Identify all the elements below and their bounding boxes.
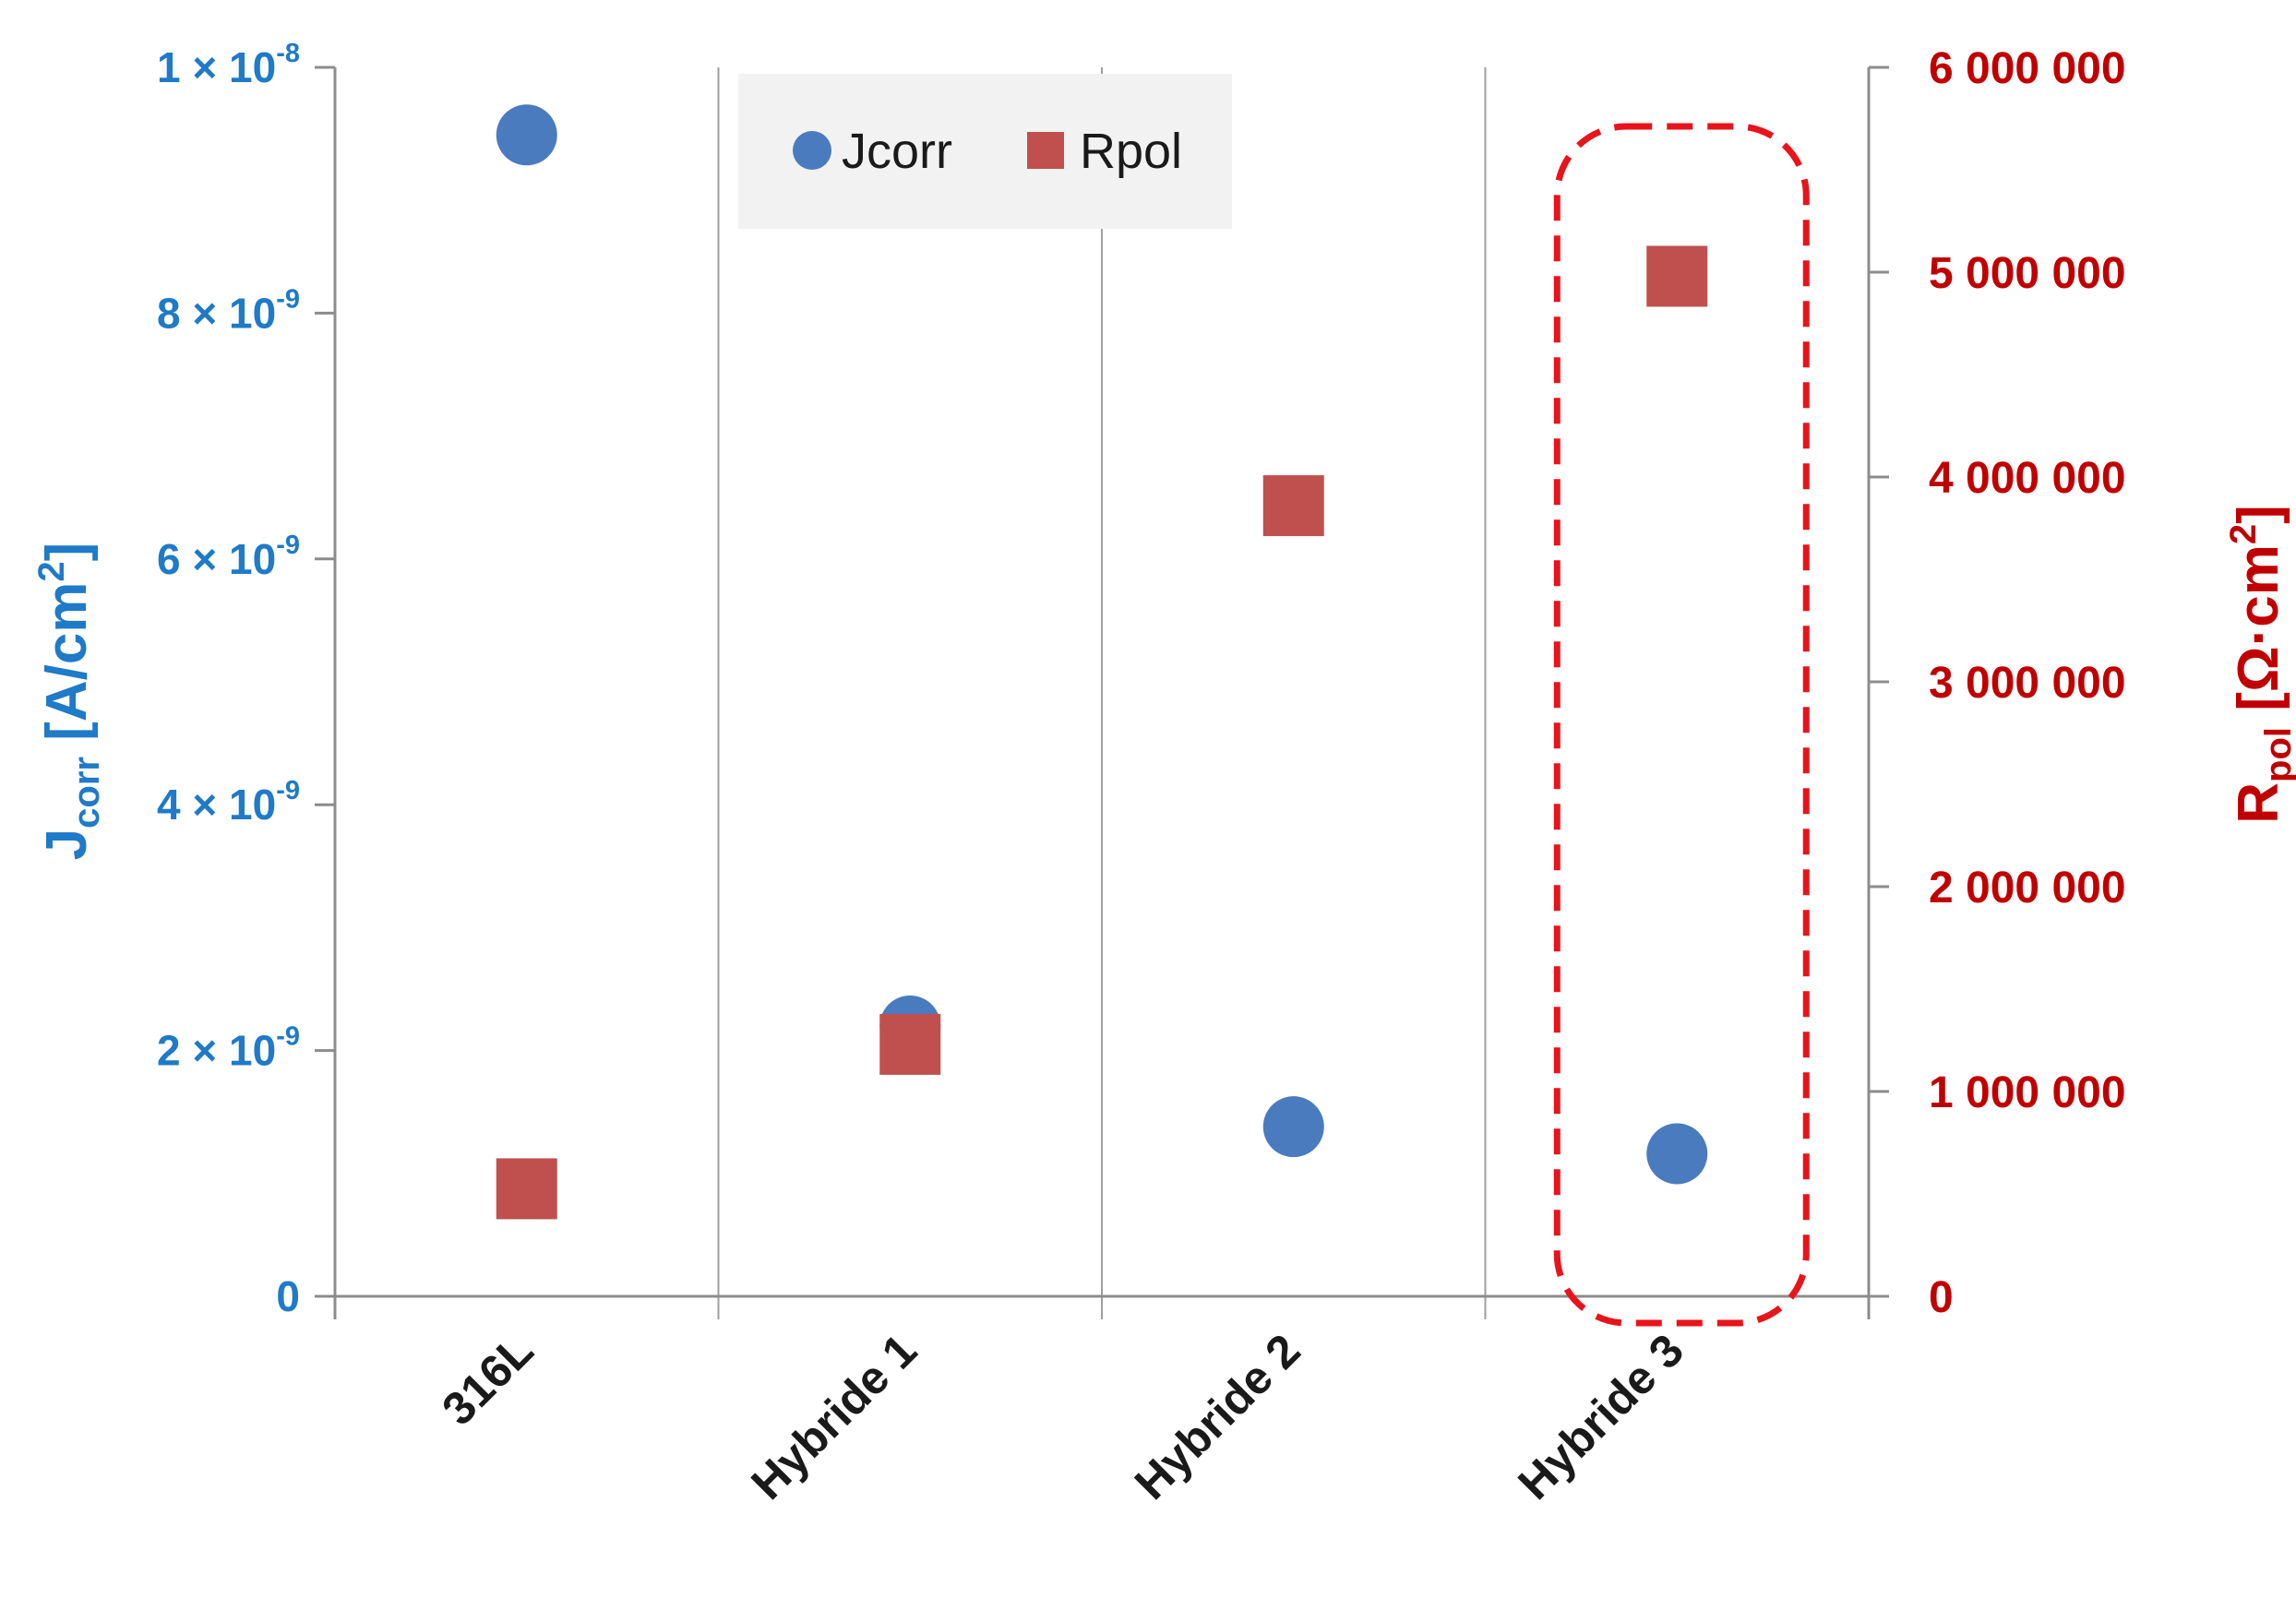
y-right-tick-label: 3 000 000 <box>1929 659 2126 708</box>
grid-layer <box>717 67 1487 1319</box>
highlight-box <box>1553 123 1810 1327</box>
category-label: Hybride 1 <box>741 1324 927 1509</box>
jcorr-point <box>496 104 557 166</box>
rpol-point <box>1262 475 1324 537</box>
y-right-tick-label: 6 000 000 <box>1929 44 2126 93</box>
y-left-tick-label: 2 × 10-9 <box>157 1022 300 1075</box>
labels-layer: 0 2 × 10-9 4 × 10-9 6 × 10-9 8 × 10-9 1 × 10-… <box>157 39 2126 1509</box>
y-right-axis-title: Rpol [Ω·cm2] <box>2223 505 2296 824</box>
category-label: Hybride 3 <box>1508 1324 1693 1509</box>
axes-layer <box>315 66 1889 1319</box>
y-left-tick-label: 6 × 10-9 <box>157 531 300 583</box>
y-right-tick-label: 0 <box>1929 1273 1954 1322</box>
rpol-point <box>1646 245 1708 307</box>
category-label: 316L <box>432 1324 543 1435</box>
rpol-point <box>879 1013 941 1075</box>
y-left-axis-title: Jcorr [A/cm2] <box>31 543 107 861</box>
y-right-tick-label: 2 000 000 <box>1929 864 2126 912</box>
legend: Jcorr Rpol <box>738 74 1232 229</box>
legend-rpol-marker <box>1027 132 1064 169</box>
highlight-layer <box>1553 123 1810 1327</box>
y-left-tick-label: 8 × 10-9 <box>157 284 300 337</box>
rpol-point <box>496 1158 557 1220</box>
jcorr-point <box>1646 1123 1708 1185</box>
legend-rpol-label: Rpol <box>1080 124 1182 179</box>
category-label: Hybride 2 <box>1125 1324 1310 1509</box>
y-right-tick-label: 5 000 000 <box>1929 249 2126 298</box>
y-right-tick-label: 1 000 000 <box>1929 1068 2126 1117</box>
y-left-tick-label: 0 <box>276 1272 300 1320</box>
jcorr-point <box>1262 1096 1324 1158</box>
marks-layer <box>496 104 1708 1220</box>
legend-jcorr-marker <box>793 131 831 170</box>
y-right-tick-label: 4 000 000 <box>1929 454 2126 503</box>
y-left-tick-label: 1 × 10-8 <box>157 39 300 91</box>
y-left-tick-label: 4 × 10-9 <box>157 776 300 829</box>
legend-jcorr-label: Jcorr <box>842 124 952 179</box>
